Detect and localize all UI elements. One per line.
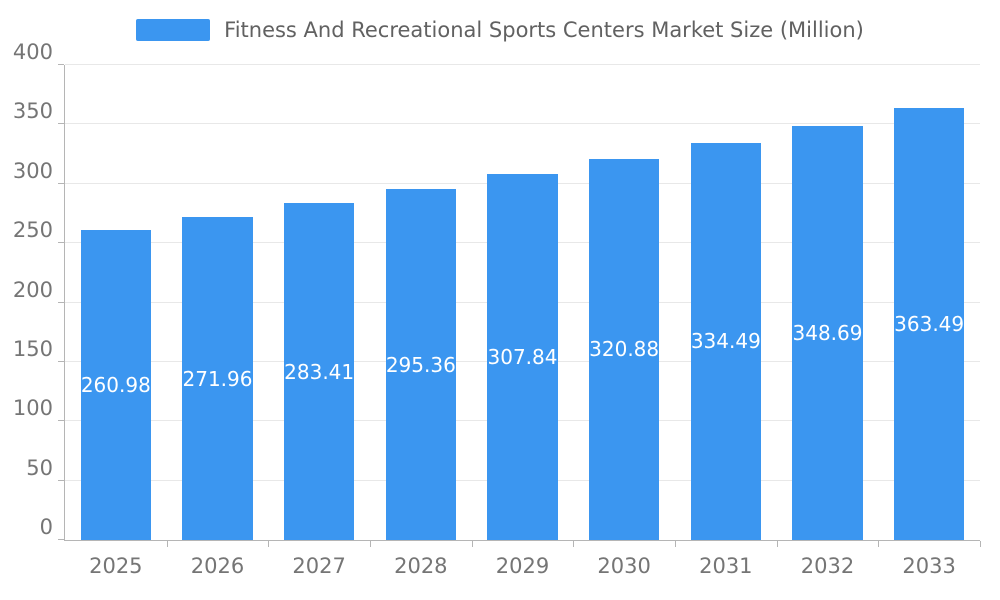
gridline	[65, 64, 980, 65]
y-tick-label: 400	[12, 40, 53, 64]
bar-value-label: 271.96	[182, 366, 253, 391]
x-axis-line	[64, 540, 980, 541]
bar: 260.98	[80, 230, 151, 540]
y-tick-label: 250	[12, 218, 53, 243]
bar-value-label: 334.49	[690, 329, 761, 354]
plot-area: 0 50 100 150 200 250 300 350 400 260.98 2025 271.96…	[13, 40, 981, 578]
y-tick-label: 0	[39, 515, 53, 539]
bar: 348.69	[792, 125, 863, 540]
y-tick-mark	[58, 301, 64, 303]
chart-title: Fitness And Recreational Sports Centers …	[224, 18, 864, 42]
bar-value-label: 320.88	[589, 337, 660, 362]
legend-swatch[interactable]	[136, 19, 211, 41]
x-tick-label: 2031	[699, 554, 753, 578]
bar: 320.88	[589, 158, 660, 540]
x-tick-label: 2025	[89, 554, 143, 578]
x-tick-label: 2027	[292, 554, 346, 578]
y-tick-label: 350	[12, 99, 53, 124]
y-tick-mark	[58, 242, 64, 244]
y-tick-label: 200	[12, 277, 53, 302]
y-tick-label: 150	[12, 336, 53, 361]
bar: 363.49	[894, 108, 965, 540]
y-tick-mark	[58, 479, 64, 481]
x-tick-mark	[471, 541, 473, 547]
bar-value-label: 283.41	[284, 359, 355, 384]
x-tick-mark	[980, 541, 981, 547]
bar-value-label: 295.36	[385, 352, 456, 377]
y-axis-line	[64, 65, 65, 540]
x-tick-mark	[878, 541, 880, 547]
bar-value-label: 307.84	[487, 345, 558, 370]
y-tick-label: 100	[12, 396, 53, 421]
x-tick-label: 2026	[190, 554, 245, 578]
x-tick-mark	[166, 541, 168, 547]
y-tick-mark	[58, 360, 64, 362]
y-tick-label: 300	[12, 158, 53, 183]
x-tick-label: 2032	[800, 554, 855, 578]
x-tick-label: 2028	[394, 554, 448, 578]
chart-legend[interactable]: Fitness And Recreational Sports Centers …	[0, 18, 1000, 42]
bar-value-label: 348.69	[792, 320, 863, 345]
y-tick-mark	[58, 182, 64, 184]
x-tick-label: 2029	[495, 554, 550, 578]
gridline	[65, 123, 980, 125]
x-tick-mark	[776, 541, 778, 547]
bar: 295.36	[385, 189, 456, 540]
bar: 271.96	[182, 217, 253, 540]
bar-value-label: 363.49	[894, 312, 965, 337]
x-tick-mark	[675, 541, 676, 547]
x-tick-label: 2033	[902, 554, 956, 578]
bar: 334.49	[690, 142, 761, 540]
bar: 307.84	[487, 174, 558, 540]
x-tick-mark	[573, 541, 575, 547]
x-tick-label: 2030	[597, 554, 651, 578]
y-tick-mark	[58, 420, 64, 422]
y-tick-mark	[58, 539, 64, 540]
y-tick-label: 50	[26, 455, 53, 480]
y-tick-mark	[58, 64, 64, 65]
y-tick-mark	[58, 123, 64, 125]
x-tick-mark	[370, 541, 371, 547]
bar: 283.41	[284, 203, 355, 540]
bar-value-label: 260.98	[80, 373, 151, 398]
x-tick-mark	[268, 541, 270, 547]
